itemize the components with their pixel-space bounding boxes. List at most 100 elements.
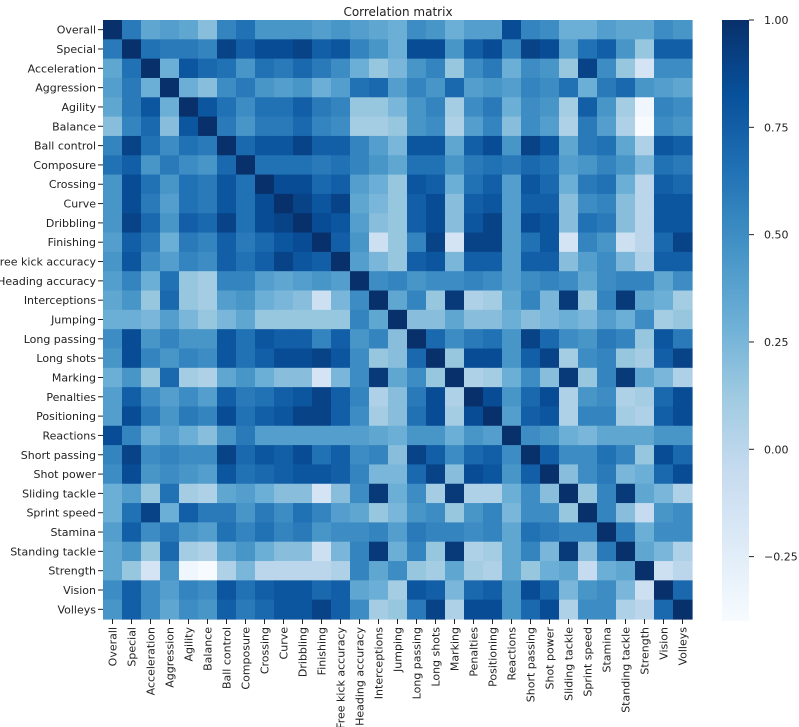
heatmap-cell [578, 77, 598, 98]
heatmap-cell [236, 135, 256, 156]
heatmap-cell [540, 367, 560, 388]
heatmap-cell [198, 348, 218, 369]
heatmap-cell [122, 251, 142, 272]
heatmap-cell [122, 541, 142, 562]
heatmap-cell [103, 309, 123, 330]
colorbar-tick-label: 0.25 [764, 336, 789, 349]
x-tick-label: Overall [107, 627, 120, 666]
heatmap-cell [103, 367, 123, 388]
heatmap-cell [578, 135, 598, 156]
heatmap-cell [521, 367, 541, 388]
heatmap-cell [635, 155, 655, 176]
heatmap-cell [388, 20, 408, 40]
heatmap-cell [255, 503, 275, 523]
heatmap-cell [388, 39, 408, 60]
heatmap-cell [350, 155, 370, 176]
heatmap-cell [654, 174, 674, 195]
heatmap-cell [464, 522, 484, 543]
y-tick-label: Interceptions [24, 294, 96, 307]
heatmap-cell [654, 77, 674, 98]
heatmap-cell [103, 348, 123, 369]
heatmap-cell [198, 20, 218, 40]
heatmap-cell [578, 367, 598, 388]
heatmap-cell [217, 483, 237, 504]
heatmap-cell [483, 20, 503, 40]
heatmap-cell [160, 464, 180, 485]
heatmap-cell [578, 251, 598, 272]
heatmap-cell [141, 483, 161, 504]
heatmap-cell [483, 599, 503, 620]
heatmap-cell [255, 541, 275, 562]
heatmap-cell [464, 503, 484, 523]
heatmap-cell [255, 387, 275, 408]
x-tick-label: Short passing [525, 627, 538, 702]
heatmap-cell [540, 116, 560, 137]
heatmap-cell [331, 271, 351, 292]
heatmap-cell [483, 77, 503, 98]
heatmap-cell [255, 193, 275, 214]
heatmap-cell [141, 271, 161, 292]
heatmap-cell [160, 271, 180, 292]
heatmap-cell [559, 599, 579, 620]
heatmap-cell [597, 193, 617, 214]
heatmap-cell [274, 20, 294, 40]
x-tick-label: Special [126, 627, 139, 667]
heatmap-cell [198, 213, 218, 234]
heatmap-cell [350, 97, 370, 118]
heatmap-cell [103, 97, 123, 118]
heatmap-cell [293, 116, 313, 137]
heatmap-cell [103, 541, 123, 562]
heatmap-cell [141, 367, 161, 388]
x-tick-label: Long shots [430, 627, 443, 687]
heatmap-cell [521, 39, 541, 60]
heatmap-cell [255, 232, 275, 253]
heatmap-cell [559, 464, 579, 485]
heatmap-cell [122, 561, 142, 581]
heatmap-cell [274, 251, 294, 272]
heatmap-cell [255, 367, 275, 388]
y-tick-label: Curve [64, 198, 97, 211]
heatmap-cell [388, 58, 408, 79]
heatmap-cell [274, 406, 294, 427]
heatmap-cell [179, 599, 199, 620]
heatmap-cell [312, 561, 332, 581]
heatmap-cell [141, 348, 161, 369]
heatmap-cell [369, 116, 389, 137]
chart-title: Correlation matrix [343, 5, 452, 19]
heatmap-cell [160, 503, 180, 523]
heatmap-cell [502, 116, 522, 137]
heatmap-cell [597, 39, 617, 60]
heatmap-cell [559, 387, 579, 408]
heatmap-cell [464, 483, 484, 504]
heatmap-cell [578, 464, 598, 485]
heatmap-cell [502, 599, 522, 620]
heatmap-cell [198, 193, 218, 214]
heatmap-cell [654, 329, 674, 350]
heatmap-cell [293, 387, 313, 408]
heatmap-cell [388, 425, 408, 446]
heatmap-cell [597, 503, 617, 523]
heatmap-cell [217, 580, 237, 601]
heatmap-cell [559, 193, 579, 214]
heatmap-cell [616, 135, 636, 156]
heatmap-cell [426, 367, 446, 388]
heatmap-cell [236, 425, 256, 446]
heatmap-cell [255, 174, 275, 195]
heatmap-cell [407, 97, 427, 118]
heatmap-cell [540, 406, 560, 427]
heatmap-cell [103, 290, 123, 311]
heatmap-cell [426, 406, 446, 427]
heatmap-cell [540, 503, 560, 523]
heatmap-cell [179, 348, 199, 369]
heatmap-cell [293, 97, 313, 118]
heatmap-cell [635, 251, 655, 272]
heatmap-cell [559, 425, 579, 446]
heatmap-cell [236, 77, 256, 98]
heatmap-cell [540, 483, 560, 504]
heatmap-cell [540, 271, 560, 292]
heatmap-cell [179, 522, 199, 543]
heatmap-cell [521, 406, 541, 427]
heatmap-cell [236, 20, 256, 40]
heatmap-cell [445, 464, 465, 485]
heatmap-cell [217, 155, 237, 176]
